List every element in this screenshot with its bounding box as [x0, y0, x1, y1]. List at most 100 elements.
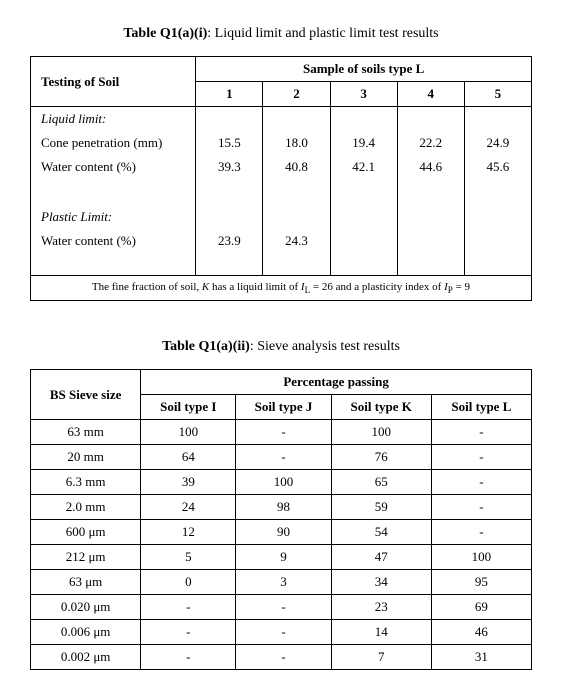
table2-title-rest: : Sieve analysis test results [250, 339, 400, 354]
t2-value: - [431, 495, 531, 520]
t1-cone-5: 24.9 [464, 131, 531, 155]
t2-value: 100 [431, 545, 531, 570]
t1-cone-4: 22.2 [397, 131, 464, 155]
t2-value: - [236, 445, 331, 470]
t1-footnote: The fine fraction of soil, K has a liqui… [31, 276, 532, 301]
t1-cell [464, 205, 531, 229]
t2-sieve: 600 μm [31, 520, 141, 545]
t1-water1-3: 42.1 [330, 155, 397, 179]
t2-value: 54 [331, 520, 431, 545]
t1-water2-label: Water content (%) [31, 229, 196, 253]
t2-value: - [431, 420, 531, 445]
t2-value: 95 [431, 570, 531, 595]
t1-cell [263, 107, 330, 132]
t1-spacer [31, 253, 196, 276]
table2-title-bold: Table Q1(a)(ii) [162, 339, 250, 354]
table2: BS Sieve size Percentage passing Soil ty… [30, 369, 532, 670]
t2-value: - [236, 595, 331, 620]
t1-cell [397, 107, 464, 132]
t2-sieve: 0.002 μm [31, 645, 141, 670]
t2-value: - [141, 645, 236, 670]
t2-sieve: 0.006 μm [31, 620, 141, 645]
t1-cell [464, 179, 531, 205]
t2-col-K: Soil type K [331, 395, 431, 420]
t1-water2-4 [397, 229, 464, 253]
t1-cell [397, 205, 464, 229]
t2-value: 65 [331, 470, 431, 495]
t2-value: 0 [141, 570, 236, 595]
t2-value: - [431, 470, 531, 495]
t1-cone-3: 19.4 [330, 131, 397, 155]
table-row: 0.020 μm--2369 [31, 595, 532, 620]
t1-cell [196, 253, 263, 276]
t2-value: - [236, 645, 331, 670]
table-row: 0.006 μm--1446 [31, 620, 532, 645]
t2-sieve: 2.0 mm [31, 495, 141, 520]
t2-value: 98 [236, 495, 331, 520]
t2-value: 24 [141, 495, 236, 520]
t1-water1-2: 40.8 [263, 155, 330, 179]
t2-value: 76 [331, 445, 431, 470]
t1-water1-4: 44.6 [397, 155, 464, 179]
table2-title: Table Q1(a)(ii): Sieve analysis test res… [30, 339, 532, 355]
t2-value: - [141, 620, 236, 645]
t1-water1-1: 39.3 [196, 155, 263, 179]
t2-value: 59 [331, 495, 431, 520]
fn-pre: The fine fraction of soil, [92, 281, 202, 293]
t2-sieve: 63 mm [31, 420, 141, 445]
t2-value: 64 [141, 445, 236, 470]
t1-liquid-limit-label: Liquid limit: [31, 107, 196, 132]
t2-value: - [431, 445, 531, 470]
t2-rowheader: BS Sieve size [31, 370, 141, 420]
t2-sieve: 212 μm [31, 545, 141, 570]
t2-value: 5 [141, 545, 236, 570]
t2-value: 69 [431, 595, 531, 620]
fn-eq2: = 9 [453, 281, 470, 293]
t1-water2-2: 24.3 [263, 229, 330, 253]
t2-value: - [431, 520, 531, 545]
t1-spacer [31, 179, 196, 205]
table1-title-bold: Table Q1(a)(i) [123, 26, 207, 41]
t2-col-I: Soil type I [141, 395, 236, 420]
t1-water2-1: 23.9 [196, 229, 263, 253]
t2-value: 39 [141, 470, 236, 495]
t1-cone-1: 15.5 [196, 131, 263, 155]
t1-sample-4: 4 [397, 82, 464, 107]
t1-cell [464, 253, 531, 276]
t1-cell [263, 205, 330, 229]
t1-sample-1: 1 [196, 82, 263, 107]
t2-value: 90 [236, 520, 331, 545]
t1-sample-2: 2 [263, 82, 330, 107]
t2-value: 46 [431, 620, 531, 645]
table-row: 63 mm100-100- [31, 420, 532, 445]
t2-value: - [236, 420, 331, 445]
table-row: 63 μm033495 [31, 570, 532, 595]
t2-value: 3 [236, 570, 331, 595]
t1-water1-label: Water content (%) [31, 155, 196, 179]
t1-water2-3 [330, 229, 397, 253]
t2-value: 7 [331, 645, 431, 670]
table1: Testing of Soil Sample of soils type L 1… [30, 56, 532, 301]
t1-cell [196, 107, 263, 132]
fn-eq1: = 26 and a plasticity index of [310, 281, 444, 293]
t2-passing-header: Percentage passing [141, 370, 532, 395]
t2-value: - [141, 595, 236, 620]
t1-cell [330, 205, 397, 229]
t2-sieve: 63 μm [31, 570, 141, 595]
t2-sieve: 6.3 mm [31, 470, 141, 495]
t1-cell [464, 107, 531, 132]
t2-value: 23 [331, 595, 431, 620]
t1-sample-5: 5 [464, 82, 531, 107]
t2-col-L: Soil type L [431, 395, 531, 420]
table-row: 212 μm5947100 [31, 545, 532, 570]
table-row: 0.002 μm--731 [31, 645, 532, 670]
t2-value: - [236, 620, 331, 645]
t1-cell [263, 253, 330, 276]
t2-value: 31 [431, 645, 531, 670]
t1-cell [330, 179, 397, 205]
t2-value: 12 [141, 520, 236, 545]
t2-value: 34 [331, 570, 431, 595]
t2-value: 100 [141, 420, 236, 445]
t1-cell [330, 253, 397, 276]
t1-plastic-limit-label: Plastic Limit: [31, 205, 196, 229]
